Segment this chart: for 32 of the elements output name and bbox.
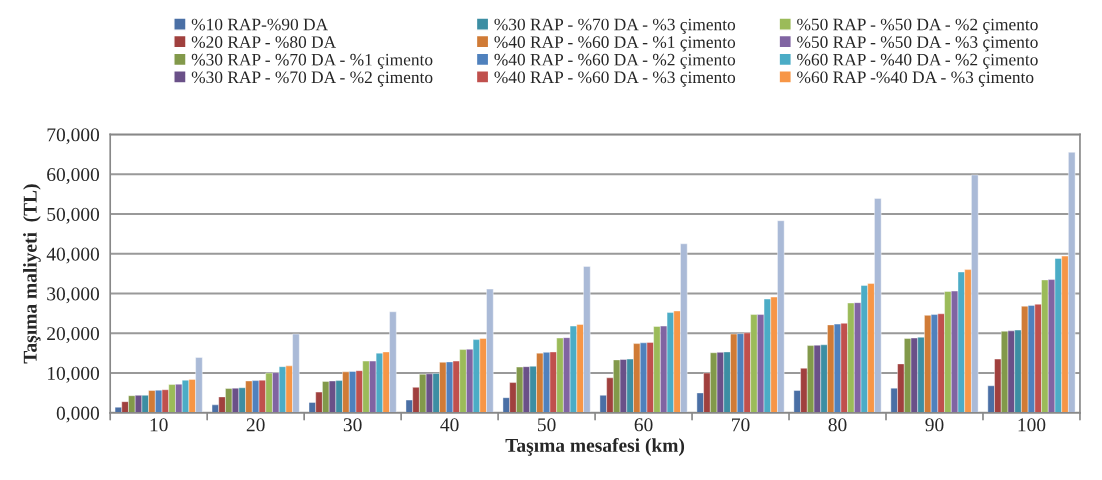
y-tick-label: 0,000 [56, 406, 100, 423]
legend-label: %30 RAP - %70 DA - %3 çimento [494, 18, 736, 34]
legend-label: %40 RAP - %60 DA - %1 çimento [494, 36, 736, 52]
legend-label: %50 RAP - %50 DA - %3 çimento [797, 36, 1038, 52]
y-tick-label: 30,000 [47, 287, 100, 304]
legend-label: %50 RAP - %50 DA - %2 çimento [797, 18, 1038, 34]
legend-label: %60 RAP -%40 DA - %3 çimento [797, 71, 1034, 87]
x-tick-label: 70 [732, 418, 750, 432]
x-tick-label: 80 [828, 418, 847, 432]
x-tick-label: 50 [538, 418, 556, 432]
x-tick-label: 10 [150, 418, 168, 432]
legend-label: %60 RAP - %40 DA - %2 çimento [797, 53, 1038, 70]
x-tick-label: 30 [343, 418, 362, 432]
x-tick-label: 60 [634, 418, 653, 432]
y-tick-label: 20,000 [47, 327, 100, 343]
y-tick-label: 60,000 [47, 167, 100, 184]
y-tick-label: 10,000 [48, 366, 100, 383]
y-tick-label: 70,000 [47, 128, 100, 145]
legend-label: %20 RAP - %80 DA [191, 36, 337, 48]
x-tick-label: 40 [440, 418, 459, 432]
legend-label: %40 RAP - %60 DA - %2 çimento [494, 53, 736, 70]
x-axis-title: Taşıma mesafesi (km) [505, 438, 685, 456]
x-tick-label: 100 [1018, 418, 1046, 432]
legend-label: %30 RAP - %70 DA - %1 çimento [191, 53, 433, 70]
x-tick-label: 90 [925, 418, 944, 432]
y-tick-label: 50,000 [47, 207, 100, 224]
y-axis-title: Taşıma maliyeti (TL) [23, 184, 41, 364]
legend-label: %10 RAP-%90 DA [191, 18, 328, 31]
legend-label: %40 RAP - %60 DA - %3 çimento [494, 71, 736, 87]
x-tick-label: 20 [246, 418, 265, 432]
legend-label: %30 RAP - %70 DA - %2 çimento [191, 71, 433, 87]
y-tick-label: 40,000 [46, 247, 100, 264]
